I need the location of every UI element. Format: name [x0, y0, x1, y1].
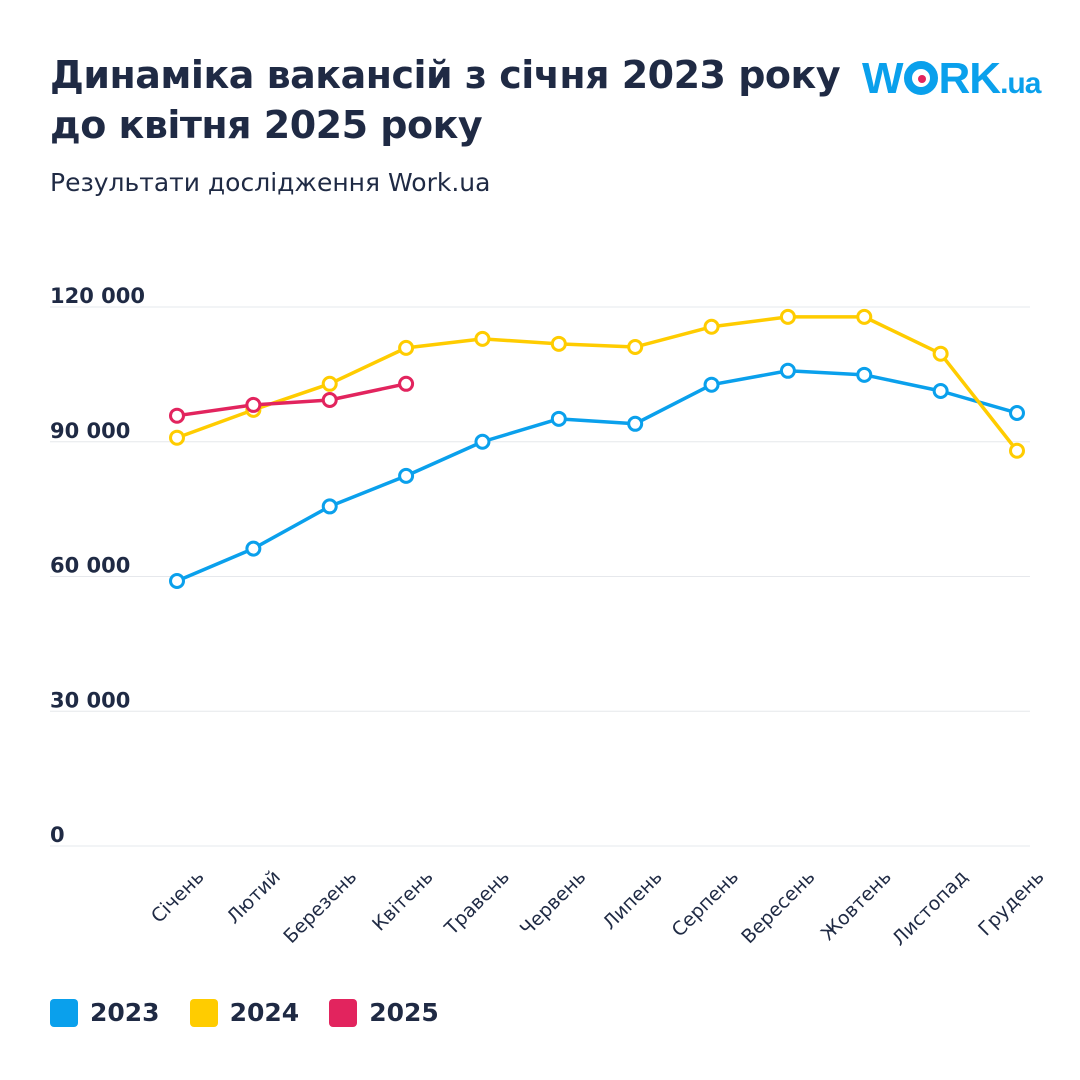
data-point-2023	[550, 410, 567, 427]
line-chart: 0 30 000 60 000 90 000 120 000 Січень ЛютийБер…	[50, 284, 1049, 950]
x-tick-label: Червень	[516, 866, 590, 940]
y-tick-label: 60 000	[50, 554, 130, 578]
chart-title: Динаміка вакансій з січня 2023 року до к…	[50, 50, 841, 150]
data-point-2023	[779, 362, 796, 379]
legend-swatch	[50, 998, 78, 1027]
data-point-2024	[856, 308, 873, 325]
x-tick-label: Листопад	[888, 866, 972, 950]
data-point-2023	[627, 415, 644, 432]
data-point-2025	[245, 396, 262, 413]
legend-label: 2025	[369, 998, 439, 1027]
data-point-2024	[169, 429, 185, 446]
series-line-2023	[176, 369, 1018, 583]
data-point-2024	[779, 308, 796, 325]
data-point-2025	[169, 407, 185, 424]
x-tick-label: Жовтень	[817, 866, 896, 945]
legend-label: 2024	[229, 998, 300, 1027]
title-line-1: Динаміка вакансій з січня 2023 року	[50, 53, 841, 97]
data-point-2023	[474, 433, 491, 450]
x-tick-label: Березень	[279, 866, 361, 948]
data-point-2024	[321, 375, 338, 392]
title-line-2: до квітня 2025 року	[50, 103, 483, 147]
data-point-2023	[1009, 405, 1025, 422]
data-point-2023	[932, 382, 949, 399]
legend-label: 2023	[90, 998, 160, 1027]
data-point-2024	[550, 335, 567, 352]
x-tick-label: Січень	[147, 866, 209, 928]
data-point-2025	[321, 391, 338, 408]
series-line-2024	[176, 315, 1019, 452]
data-point-2023	[245, 540, 262, 557]
work-ua-logo: W RK.ua	[862, 54, 1041, 103]
data-point-2023	[169, 572, 185, 589]
data-point-2024	[932, 345, 949, 362]
data-point-2023	[703, 376, 720, 393]
y-tick-label: 0	[50, 823, 65, 847]
series-line-2025	[176, 382, 407, 418]
x-tick-label: Вересень	[737, 866, 819, 948]
x-tick-label: Квітень	[368, 866, 438, 936]
y-tick-label: 120 000	[50, 284, 145, 308]
data-point-2023	[398, 467, 415, 484]
data-point-2024	[627, 338, 644, 355]
x-tick-label: Грудень	[974, 866, 1048, 940]
logo-target-icon	[903, 61, 938, 95]
x-tick-label: Травень	[440, 866, 514, 940]
x-tick-label: Серпень	[668, 866, 743, 941]
data-point-2023	[321, 498, 338, 515]
y-tick-label: 30 000	[50, 688, 130, 712]
x-tick-label: Лютий	[223, 866, 285, 928]
legend-swatch	[329, 998, 358, 1027]
y-tick-label: 90 000	[50, 419, 130, 443]
data-point-2024	[474, 330, 491, 347]
subtitle: Результати дослідження Work.ua	[50, 168, 491, 197]
legend-item-2023: 2023	[50, 998, 160, 1027]
data-point-2025	[398, 375, 415, 392]
legend-item-2025: 2025	[329, 998, 439, 1027]
data-point-2023	[856, 366, 873, 383]
legend-swatch	[189, 998, 218, 1027]
x-tick-label: Липень	[599, 866, 667, 934]
legend: 2023 2024 2025	[50, 998, 439, 1027]
data-point-2024	[1009, 442, 1025, 459]
data-point-2024	[703, 318, 720, 335]
data-point-2024	[398, 339, 415, 356]
legend-item-2024: 2024	[189, 998, 300, 1027]
